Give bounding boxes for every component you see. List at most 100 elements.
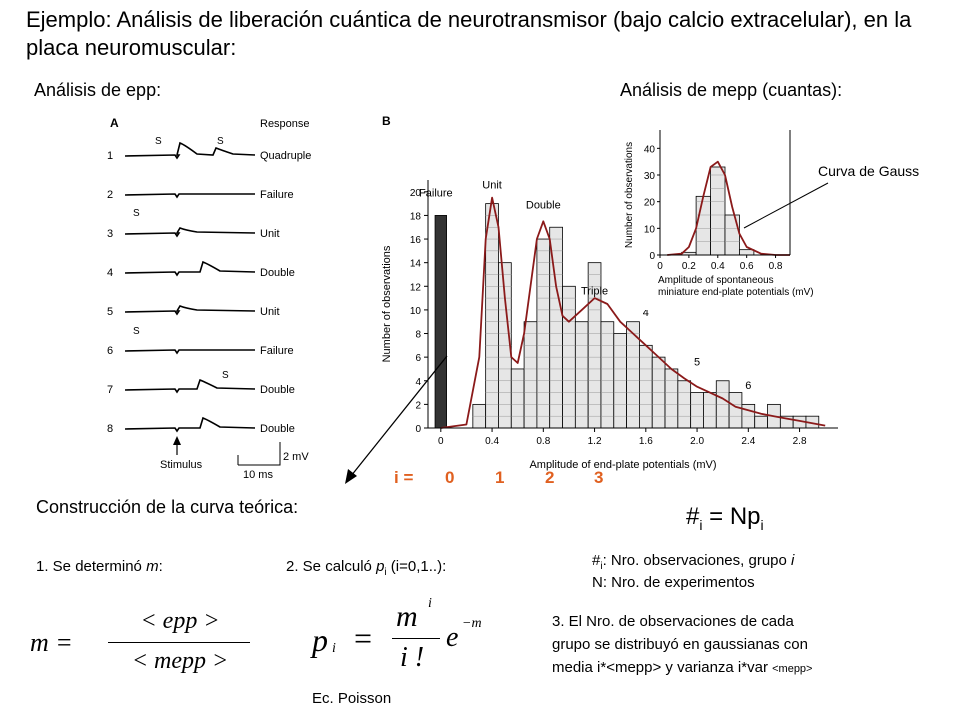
peak-annotation: Triple bbox=[581, 286, 608, 298]
trace-line bbox=[124, 349, 255, 355]
epp-histogram-bar bbox=[703, 392, 717, 429]
trace-response-label: Failure bbox=[260, 189, 294, 201]
scale-time: 10 ms bbox=[243, 469, 273, 481]
peak-annotation: 5 bbox=[694, 356, 700, 368]
definition-count: #i: Nro. observaciones, grupo i bbox=[592, 552, 795, 572]
epp-trace-panel: A Response 1 Quadruple 2 Failure 3 Unit 4 Doubl… bbox=[107, 116, 311, 481]
trace-row-number: 8 bbox=[107, 423, 113, 435]
trace-response-label: Failure bbox=[260, 345, 294, 357]
response-header: Response bbox=[260, 118, 310, 130]
epp-histogram-bar bbox=[600, 321, 615, 429]
trace-row-number: 6 bbox=[107, 345, 113, 357]
scale-bar bbox=[237, 442, 281, 466]
inset-x-tick-label: 0.8 bbox=[769, 261, 783, 272]
epp-histogram-bar bbox=[574, 321, 589, 429]
trace-response-label: Double bbox=[260, 423, 295, 435]
stimulus-mark-s: S bbox=[155, 136, 162, 147]
mepp-histogram-bar bbox=[724, 214, 740, 256]
peak-annotation: 4 bbox=[643, 307, 649, 319]
construction-arrow bbox=[345, 355, 448, 484]
step-1: 1. Se determinó m: bbox=[36, 558, 163, 575]
inset-y-tick-label: 20 bbox=[644, 198, 656, 209]
inset-x-axis-label: Amplitude of spontaneous bbox=[658, 275, 774, 286]
y-tick-label: 12 bbox=[410, 282, 422, 293]
gauss-pointer-line bbox=[743, 182, 829, 229]
trace-line bbox=[124, 378, 256, 394]
inset-x-tick-label: 0.2 bbox=[682, 261, 696, 272]
poisson-count-formula: #i = Npi bbox=[686, 503, 764, 533]
stimulus-arrowhead bbox=[173, 436, 181, 445]
y-tick-label: 10 bbox=[410, 306, 422, 317]
peak-annotation: Unit bbox=[482, 179, 502, 191]
definition-n: N: Nro. de experimentos bbox=[592, 574, 755, 591]
peak-annotation: Double bbox=[526, 199, 561, 211]
inset-y-tick-label: 10 bbox=[644, 224, 656, 235]
x-tick-label: 0.4 bbox=[485, 436, 499, 447]
epp-histogram-bar bbox=[728, 392, 743, 429]
trace-response-label: Double bbox=[260, 384, 295, 396]
inset-y-tick-label: 40 bbox=[644, 144, 656, 155]
epp-histogram-bar bbox=[754, 415, 768, 429]
inset-x-axis-label-cont: miniature end-plate potentials (mV) bbox=[658, 287, 814, 298]
step-3: 3. El Nro. de observaciones de cada grup… bbox=[552, 613, 813, 676]
y-tick-label: 4 bbox=[415, 377, 421, 388]
y-tick-label: 20 bbox=[410, 188, 422, 199]
gauss-curve-annotation: Curva de Gauss bbox=[818, 163, 920, 179]
panel-a-label: A bbox=[110, 116, 119, 130]
inset-x-tick-label: 0.4 bbox=[711, 261, 725, 272]
epp-fit-curve bbox=[440, 196, 826, 429]
epp-histogram: B Failure 0 2 4 6 8 10 12 14 16 18 20 0 0.4 0.8 1.2 1.6 2… bbox=[381, 114, 838, 471]
i-index-2: 2 bbox=[545, 468, 555, 487]
stimulus-label: Stimulus bbox=[160, 459, 203, 471]
x-tick-label: 2.4 bbox=[741, 436, 755, 447]
epp-histogram-bar bbox=[664, 368, 679, 429]
trace-line bbox=[124, 227, 256, 238]
stimulus-mark-s: S bbox=[217, 136, 224, 147]
x-tick-label: 0 bbox=[438, 436, 444, 447]
epp-histogram-bar bbox=[523, 321, 538, 429]
y-tick-label: 16 bbox=[410, 235, 422, 246]
panel-b-label: B bbox=[382, 114, 391, 128]
y-tick-label: 0 bbox=[415, 424, 421, 435]
i-index-3: 3 bbox=[594, 468, 604, 487]
failure-bar-label: Failure bbox=[419, 188, 453, 200]
epp-histogram-bar bbox=[690, 392, 704, 429]
inset-y-tick-label: 0 bbox=[649, 251, 655, 262]
stimulus-mark-s: S bbox=[133, 326, 140, 337]
trace-row-number: 4 bbox=[107, 267, 113, 279]
i-index-1: 1 bbox=[495, 468, 505, 487]
trace-line bbox=[124, 193, 255, 199]
inset-x-tick-label: 0 bbox=[657, 261, 663, 272]
formula-m: m = < epp > < mepp > bbox=[30, 608, 250, 688]
y-tick-label: 6 bbox=[415, 353, 421, 364]
x-tick-label: 1.6 bbox=[639, 436, 653, 447]
section-epp-heading: Análisis de epp: bbox=[34, 80, 162, 100]
stimulus-mark-s: S bbox=[133, 208, 140, 219]
trace-response-label: Quadruple bbox=[260, 150, 311, 162]
formula-poisson: p i = m i i ! e −m bbox=[312, 596, 482, 673]
y-axis-label: Number of observations bbox=[381, 245, 393, 362]
x-tick-label: 2.8 bbox=[793, 436, 807, 447]
step-2: 2. Se calculó pi (i=0,1..): bbox=[286, 558, 447, 578]
mepp-histogram-bar bbox=[695, 195, 711, 256]
epp-histogram-bar bbox=[639, 344, 653, 429]
inset-y-axis-label: Number of observations bbox=[624, 142, 635, 248]
trace-response-label: Double bbox=[260, 267, 295, 279]
stimulus-mark-s: S bbox=[222, 370, 229, 381]
construction-heading: Construcción de la curva teórica: bbox=[36, 497, 299, 517]
gauss-fit-curve bbox=[667, 160, 790, 256]
x-tick-label: 0.8 bbox=[536, 436, 550, 447]
trace-row-number: 3 bbox=[107, 228, 113, 240]
x-axis-label: Amplitude of end-plate potentials (mV) bbox=[529, 459, 716, 471]
y-tick-label: 2 bbox=[415, 400, 421, 411]
epp-histogram-bar bbox=[510, 368, 525, 429]
section-mepp-heading: Análisis de mepp (cuantas): bbox=[620, 80, 843, 100]
y-tick-label: 18 bbox=[410, 211, 422, 222]
trace-line bbox=[124, 305, 256, 316]
peak-annotation: 6 bbox=[745, 380, 751, 392]
trace-row-number: 5 bbox=[107, 306, 113, 318]
i-index-0: 0 bbox=[445, 468, 455, 487]
y-tick-label: 8 bbox=[415, 330, 421, 341]
trace-row-number: 1 bbox=[107, 150, 113, 162]
x-tick-label: 1.2 bbox=[588, 436, 602, 447]
